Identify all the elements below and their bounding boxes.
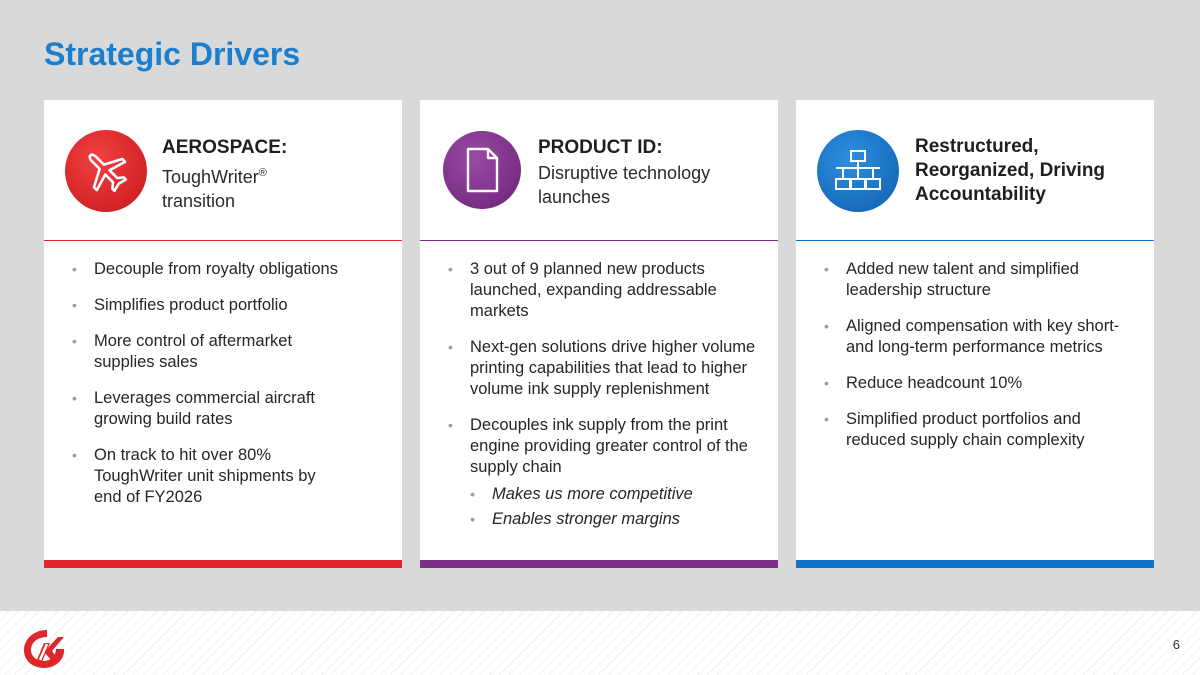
- list-item: Decouples ink supply from the print engi…: [448, 415, 748, 530]
- card-header: Restructured, Reorganized, Driving Accou…: [796, 100, 1154, 241]
- restructured-badge: [817, 130, 899, 212]
- card-divider: [420, 240, 778, 241]
- product-id-card: PRODUCT ID: Disruptive technology launch…: [420, 100, 778, 568]
- card-title: AEROSPACE:: [162, 137, 288, 158]
- card-header: AEROSPACE: ToughWriter® transition: [44, 100, 402, 241]
- list-item: More control of aftermarket supplies sal…: [72, 331, 322, 373]
- list-item: Leverages commercial aircraft growing bu…: [72, 388, 342, 430]
- aerospace-bullets: Decouple from royalty obligations Simpli…: [72, 259, 392, 523]
- page-number: 6: [1172, 637, 1180, 652]
- slide-title: Strategic Drivers: [44, 36, 301, 72]
- card-accent-bar: [44, 560, 402, 568]
- card-title: PRODUCT ID:: [538, 137, 663, 158]
- list-item: Next-gen solutions drive higher volume p…: [448, 337, 758, 400]
- card-accent-bar: [420, 560, 778, 568]
- aerospace-card: AEROSPACE: ToughWriter® transition Decou…: [44, 100, 402, 568]
- aerospace-heading: AEROSPACE: ToughWriter® transition: [162, 136, 392, 213]
- list-item-text: Decouples ink supply from the print engi…: [470, 416, 748, 476]
- airplane-icon: [88, 153, 128, 193]
- org-chart-icon: [835, 150, 881, 190]
- list-item: Reduce headcount 10%: [824, 373, 1124, 394]
- product-id-badge: [443, 131, 521, 209]
- registered-mark: ®: [258, 167, 267, 179]
- card-subtitle: ToughWriter® transition: [162, 161, 392, 213]
- list-item: 3 out of 9 planned new products launched…: [448, 259, 748, 322]
- card-header: PRODUCT ID: Disruptive technology launch…: [420, 100, 778, 241]
- product-id-bullets: 3 out of 9 planned new products launched…: [448, 259, 758, 534]
- company-logo: [24, 630, 65, 668]
- sub-list-item: Enables stronger margins: [470, 509, 748, 530]
- sub-bullets: Makes us more competitive Enables strong…: [470, 484, 748, 530]
- list-item: Simplified product portfolios and reduce…: [824, 409, 1119, 451]
- card-accent-bar: [796, 560, 1154, 568]
- sub-list-item: Makes us more competitive: [470, 484, 748, 505]
- product-id-heading: PRODUCT ID: Disruptive technology launch…: [538, 136, 768, 209]
- slide-footer: 6: [0, 611, 1200, 675]
- subtitle-text-2: transition: [162, 191, 236, 211]
- list-item: Simplifies product portfolio: [72, 295, 392, 316]
- list-item: On track to hit over 80% ToughWriter uni…: [72, 445, 347, 508]
- list-item: Added new talent and simplified leadersh…: [824, 259, 1104, 301]
- restructured-heading: Restructured, Reorganized, Driving Accou…: [915, 135, 1140, 207]
- list-item: Aligned compensation with key short- and…: [824, 316, 1124, 358]
- aerospace-badge: [65, 130, 147, 212]
- list-item: Decouple from royalty obligations: [72, 259, 392, 280]
- card-divider: [44, 240, 402, 241]
- restructured-bullets: Added new talent and simplified leadersh…: [824, 259, 1124, 466]
- card-title: Restructured, Reorganized, Driving Accou…: [915, 136, 1106, 205]
- subtitle-text: ToughWriter: [162, 167, 259, 187]
- restructured-card: Restructured, Reorganized, Driving Accou…: [796, 100, 1154, 568]
- card-subtitle: Disruptive technology launches: [538, 163, 711, 207]
- card-divider: [796, 240, 1154, 241]
- document-icon: [466, 147, 499, 193]
